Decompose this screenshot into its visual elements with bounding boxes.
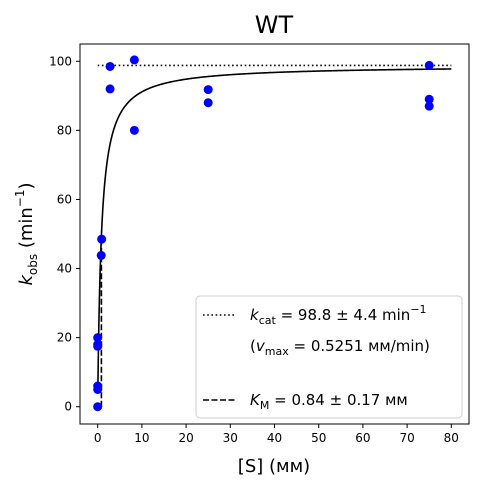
y-tick-label: 80 bbox=[57, 123, 72, 137]
legend-km-label: KM = 0.84 ± 0.17 мм bbox=[250, 391, 408, 412]
plot-frame bbox=[79, 43, 470, 425]
x-tick-label: 70 bbox=[399, 431, 414, 445]
legend-kcat-label: kcat = 98.8 ± 4.4 min−1 bbox=[250, 303, 427, 327]
x-tick-label: 40 bbox=[267, 431, 282, 445]
y-axis-label-close: ) bbox=[16, 182, 37, 189]
x-tick-label: 20 bbox=[178, 431, 193, 445]
y-tick-label: 60 bbox=[57, 192, 72, 206]
data-point bbox=[105, 84, 115, 94]
chart-title: WT bbox=[255, 11, 294, 39]
data-point bbox=[203, 98, 213, 108]
x-axis-label: [S] (мм) bbox=[238, 456, 310, 477]
data-point bbox=[203, 85, 213, 95]
y-axis-label: kobs (min−1) bbox=[13, 182, 40, 285]
x-tick-label: 10 bbox=[134, 431, 149, 445]
data-point bbox=[93, 381, 103, 391]
x-tick-label: 60 bbox=[355, 431, 370, 445]
y-tick-label: 0 bbox=[64, 400, 72, 414]
data-point bbox=[105, 61, 115, 71]
data-point bbox=[93, 333, 103, 343]
y-axis-label-unit: (min bbox=[16, 207, 37, 254]
data-point bbox=[424, 101, 434, 111]
y-tick-label: 40 bbox=[57, 262, 72, 276]
legend-vmax-label: (vmax = 0.5251 мм/min) bbox=[250, 337, 430, 358]
y-axis-label-subscript: obs bbox=[26, 254, 40, 275]
y-tick-label: 100 bbox=[49, 54, 72, 68]
plot-area bbox=[93, 55, 452, 412]
axis-ticks: 0 10 20 30 40 50 60 70 80 0 20 40 60 80 100 bbox=[49, 54, 459, 445]
data-point bbox=[97, 234, 107, 244]
legend: kcat = 98.8 ± 4.4 min−1 (vmax = 0.5251 м… bbox=[195, 295, 463, 419]
x-tick-label: 30 bbox=[223, 431, 238, 445]
x-tick-label: 50 bbox=[311, 431, 326, 445]
data-point bbox=[129, 125, 139, 135]
data-point bbox=[424, 94, 434, 104]
y-axis-label-symbol: k bbox=[16, 274, 37, 286]
x-tick-label: 0 bbox=[94, 431, 102, 445]
y-tick-label: 20 bbox=[57, 331, 72, 345]
data-point bbox=[96, 250, 106, 260]
x-tick-label: 80 bbox=[444, 431, 459, 445]
y-axis-label-superscript: −1 bbox=[13, 189, 27, 207]
data-point bbox=[424, 60, 434, 70]
data-point bbox=[93, 402, 103, 412]
fit-curve bbox=[97, 68, 452, 388]
data-point bbox=[129, 55, 139, 65]
legend-box bbox=[195, 295, 463, 419]
data-point bbox=[93, 340, 103, 350]
